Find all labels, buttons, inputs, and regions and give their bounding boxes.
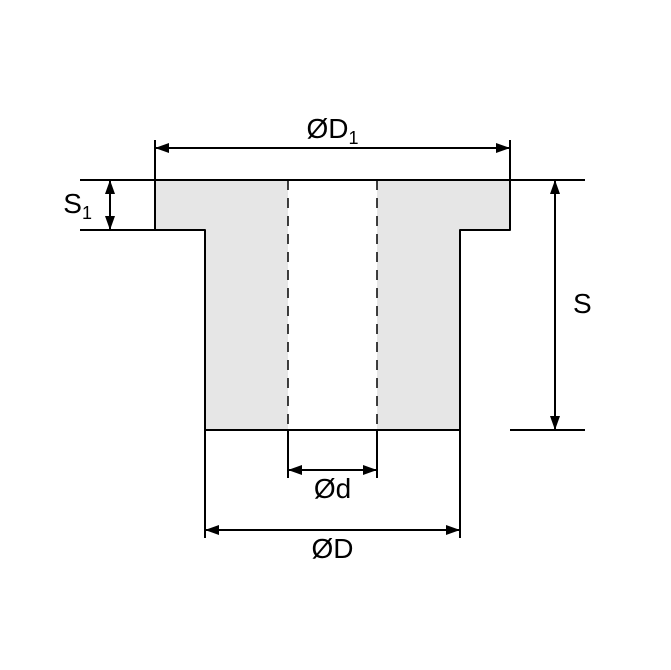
bushing-technical-drawing: ØD1 Ød ØD S1 S xyxy=(0,0,671,670)
arrowhead xyxy=(550,180,560,194)
arrowhead xyxy=(446,525,460,535)
arrowhead xyxy=(105,180,115,194)
section-left xyxy=(155,180,288,430)
D-label: ØD xyxy=(312,533,354,564)
arrowhead xyxy=(155,143,169,153)
arrowhead xyxy=(363,465,377,475)
d-label: Ød xyxy=(314,473,351,504)
arrowhead xyxy=(205,525,219,535)
S-label: S xyxy=(573,288,592,319)
arrowhead xyxy=(496,143,510,153)
D1-label: ØD1 xyxy=(306,113,358,148)
arrowhead xyxy=(105,216,115,230)
arrowhead xyxy=(550,416,560,430)
section-right xyxy=(377,180,510,430)
S1-label: S1 xyxy=(63,188,92,223)
arrowhead xyxy=(288,465,302,475)
